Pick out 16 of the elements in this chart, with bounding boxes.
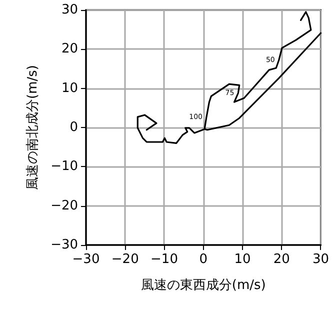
x-tick-label: 10 — [234, 252, 251, 267]
y-tick-label: 30 — [61, 2, 78, 18]
x-axis-title: 風速の東西成分(m/s) — [140, 278, 266, 293]
y-tick-label: 10 — [61, 80, 78, 96]
x-tick-label: −30 — [72, 252, 100, 267]
x-tick-label: 30 — [312, 252, 329, 267]
x-tick-label: 0 — [199, 252, 208, 267]
x-tick-label: −10 — [150, 252, 178, 267]
x-tick-label: 20 — [273, 252, 290, 267]
y-tick-label: −10 — [50, 159, 78, 174]
y-tick-label: 20 — [61, 42, 78, 57]
y-tick-label: −20 — [50, 198, 78, 214]
x-tick-label: −20 — [111, 252, 139, 267]
y-axis-title: 風速の南北成分(m/s) — [26, 65, 41, 190]
y-tick-label: −30 — [50, 238, 78, 252]
y-tick-label: 0 — [70, 120, 78, 135]
